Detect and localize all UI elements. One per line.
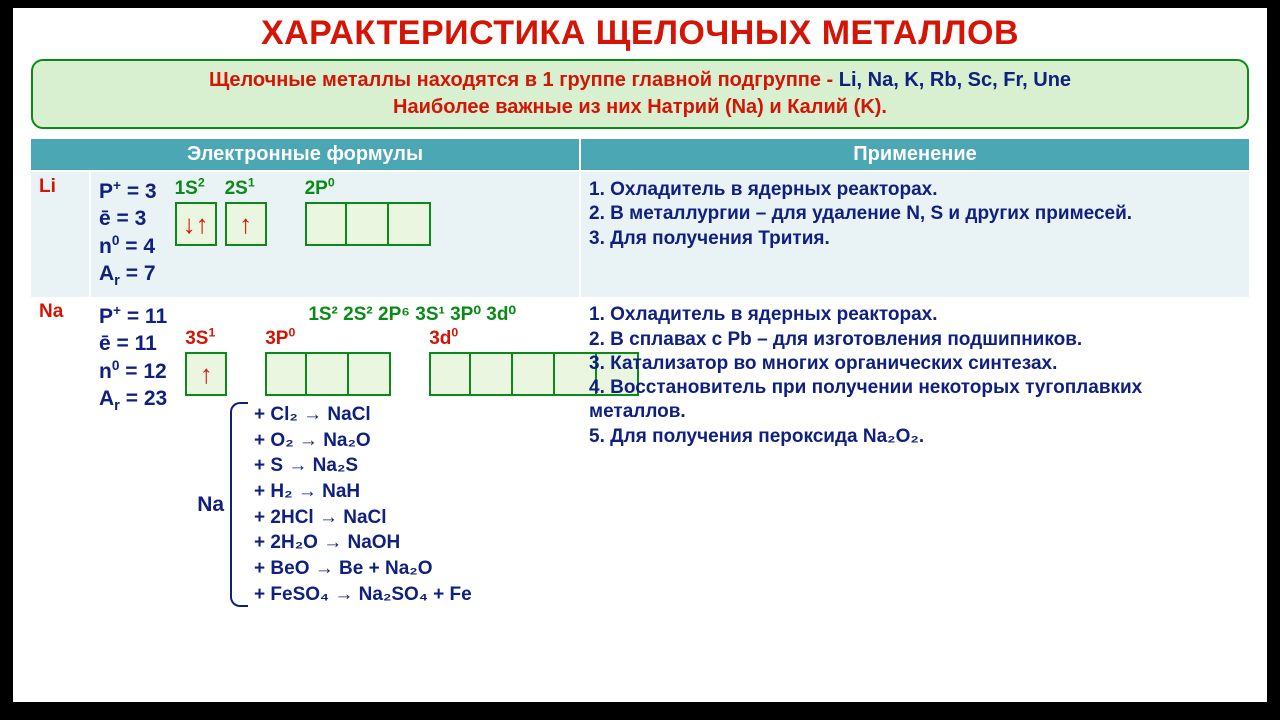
orbital-cell [305,202,347,246]
col-header-uses: Применение [580,138,1250,171]
orb-label: 3d [429,328,451,349]
use-item: 3. Для получения Трития. [589,227,1241,251]
use-item: 3. Катализатор во многих органических си… [589,352,1241,376]
na-config: 1S² 2S² 2P⁶ 3S¹ 3P⁰ 3d⁰ [185,303,639,326]
orbital-cell: ↓↑ [183,211,209,237]
li-ar: 7 [144,262,156,285]
orbital-cell: ↑ [200,361,213,387]
orb-sup: 0 [451,326,458,340]
orb-label: 2P [305,178,328,199]
use-item: 5. Для получения пероксида Na₂O₂. [589,425,1241,449]
use-item: 4. Восстановитель при получении некоторы… [589,376,1241,425]
orbital-cell [513,352,555,396]
banner-line2: Наиболее важные из них Натрий (Na) и Кал… [43,94,1237,121]
orbital-cell [307,352,349,396]
orb-label: 3P [265,328,288,349]
banner-elements: Li, Na, K, Rb, Sc, Fr, Une [839,69,1071,91]
orb-sup: 1 [208,326,215,340]
orbital-cell [471,352,513,396]
orb-label: 2S [225,178,248,199]
li-orbitals: 1S2 ↓↑ 2S1 ↑ 2P0 [175,178,431,246]
row-li: Li P+ = 3 ē = 3 n0 = 4 Ar = 7 1S2 ↓↑ [30,171,1250,297]
li-uses: 1. Охладитель в ядерных реакторах. 2. В … [589,178,1241,251]
na-symbol: Na [30,297,90,613]
use-item: 1. Охладитель в ядерных реакторах. [589,303,1241,327]
reaction: + S → Na₂S [254,453,472,479]
intro-banner: Щелочные металлы находятся в 1 группе гл… [31,59,1249,129]
orbital-cell [265,352,307,396]
na-uses: 1. Охладитель в ядерных реакторах. 2. В … [589,303,1241,449]
reaction: + 2H₂O → NaOH [254,530,472,556]
li-symbol: Li [30,171,90,297]
rx-label: Na [197,493,224,517]
use-item: 2. В металлургии – для удаление N, S и д… [589,202,1241,226]
orbital-cell [389,202,431,246]
li-e: 3 [135,207,147,230]
na-ar: 23 [144,387,167,410]
page-title: ХАРАКТЕРИСТИКА ЩЕЛОЧНЫХ МЕТАЛЛОВ [29,14,1251,53]
reaction: + Cl₂ → NaCl [254,402,472,428]
orb-sup: 2 [198,176,205,190]
reaction: + FeSO₄ → Na₂SO₄ + Fe [254,582,472,608]
banner-line1: Щелочные металлы находятся в 1 группе гл… [209,69,839,91]
li-n: 4 [143,235,155,258]
orb-label: 1S [175,178,198,199]
orb-label: 3S [185,328,208,349]
orb-sup: 1 [248,176,255,190]
col-header-formulas: Электронные формулы [30,138,580,171]
orbital-cell [349,352,391,396]
row-na: Na P+ = 11 ē = 11 n0 = 12 Ar = 23 1S² 2S… [30,297,1250,613]
na-e: 11 [135,332,157,355]
brace-icon [230,402,248,607]
orb-sup: 0 [288,326,295,340]
reaction: + 2HCl → NaCl [254,505,472,531]
na-p: 11 [145,305,167,328]
orbital-cell: ↑ [239,211,252,237]
elements-table: Электронные формулы Применение Li P+ = 3… [29,137,1251,613]
use-item: 2. В сплавах с Pb – для изготовления под… [589,328,1241,352]
na-reactions: Na + Cl₂ → NaCl + O₂ → Na₂O + S → Na₂S +… [185,402,639,607]
na-n: 12 [143,360,166,383]
na-orbitals: 3S1 ↑ 3P0 [185,328,639,396]
reaction: + BeO → Be + Na₂O [254,556,472,582]
use-item: 1. Охладитель в ядерных реакторах. [589,178,1241,202]
li-stats: P+ = 3 ē = 3 n0 = 4 Ar = 7 [99,178,157,291]
orbital-cell [347,202,389,246]
reaction: + O₂ → Na₂O [254,428,472,454]
reaction: + H₂ → NaH [254,479,472,505]
na-stats: P+ = 11 ē = 11 n0 = 12 Ar = 23 [99,303,167,416]
li-p: 3 [145,180,157,203]
orb-sup: 0 [328,176,335,190]
orbital-cell [429,352,471,396]
page: ХАРАКТЕРИСТИКА ЩЕЛОЧНЫХ МЕТАЛЛОВ Щелочны… [10,5,1270,705]
